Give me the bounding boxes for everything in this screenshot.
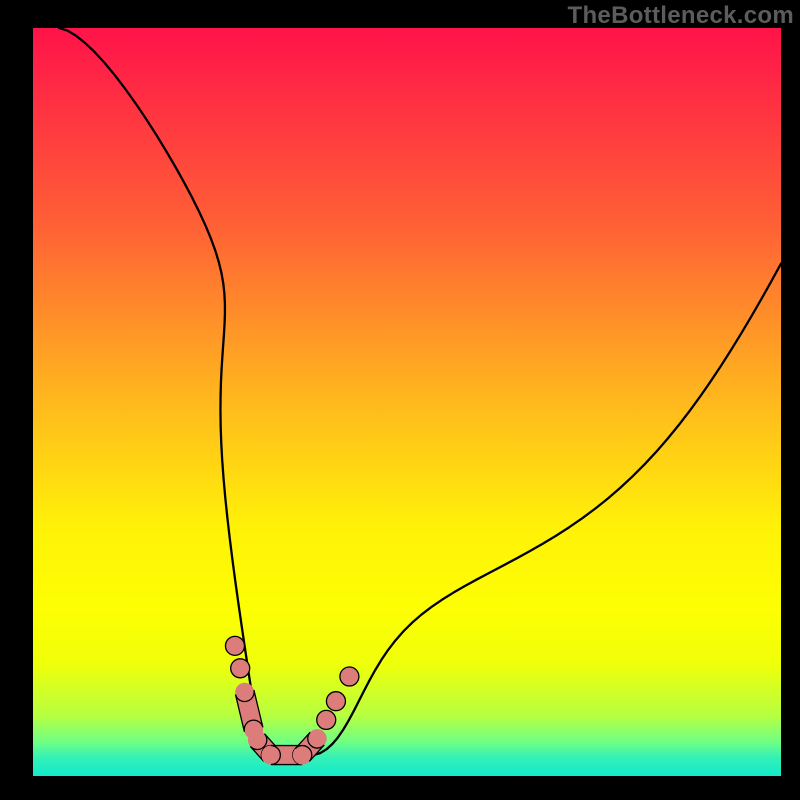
marker-dot bbox=[225, 636, 244, 655]
watermark-text: TheBottleneck.com bbox=[568, 2, 794, 30]
marker-pill-fill bbox=[302, 739, 317, 755]
gradient-background bbox=[33, 28, 781, 776]
marker-dot bbox=[231, 659, 250, 678]
plot-svg bbox=[33, 28, 781, 776]
marker-dot bbox=[317, 710, 336, 729]
marker-dot bbox=[340, 667, 359, 686]
figure-root: TheBottleneck.com bbox=[0, 0, 800, 800]
marker-dot bbox=[326, 692, 345, 711]
plot-area bbox=[33, 28, 781, 776]
